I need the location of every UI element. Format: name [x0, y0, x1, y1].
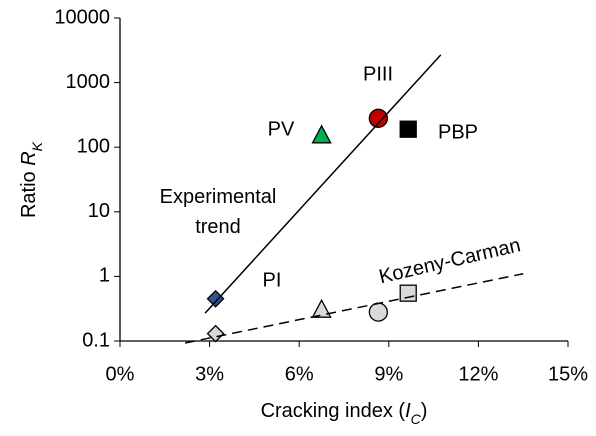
marker — [399, 120, 417, 138]
series-label: Kozeny-Carman — [377, 234, 523, 288]
x-tick-label: 9% — [374, 363, 403, 385]
series-label: PV — [268, 118, 295, 140]
marker — [311, 298, 332, 318]
x-tick-label: 0% — [106, 363, 135, 385]
y-tick-label: 100 — [77, 135, 110, 157]
label-part: Ratio — [18, 166, 40, 218]
series-label: PIII — [363, 63, 393, 85]
y-tick-label: 1 — [99, 265, 110, 287]
x-tick-label: 6% — [285, 363, 314, 385]
y-tick-label: 1000 — [66, 71, 111, 93]
y-tick-label: 0.1 — [82, 329, 110, 351]
label-part: R — [18, 151, 40, 165]
marker — [368, 108, 388, 128]
marker — [368, 302, 388, 322]
x-tick-label: 12% — [458, 363, 498, 385]
series-label: Experimental trend — [160, 186, 277, 238]
series-label: PI — [263, 269, 282, 291]
y-axis-label: Ratio RK — [18, 141, 44, 218]
x-tick-label: 15% — [548, 363, 588, 385]
series-label: PBP — [438, 121, 478, 143]
trend-line — [204, 54, 442, 314]
x-tick-label: 3% — [195, 363, 224, 385]
label-part: Cracking index ( — [261, 400, 406, 422]
label-part: C — [411, 411, 422, 427]
label-part: K — [29, 141, 45, 151]
x-axis-label: Cracking index (IC) — [261, 400, 428, 426]
y-tick-label: 10000 — [54, 6, 110, 28]
marker — [399, 284, 417, 302]
label-part: I — [405, 400, 411, 422]
marker — [206, 324, 225, 343]
label-part: ) — [421, 400, 428, 422]
marker — [206, 289, 225, 308]
trend-line — [184, 272, 524, 344]
marker — [311, 124, 332, 144]
y-tick-label: 10 — [88, 200, 110, 222]
